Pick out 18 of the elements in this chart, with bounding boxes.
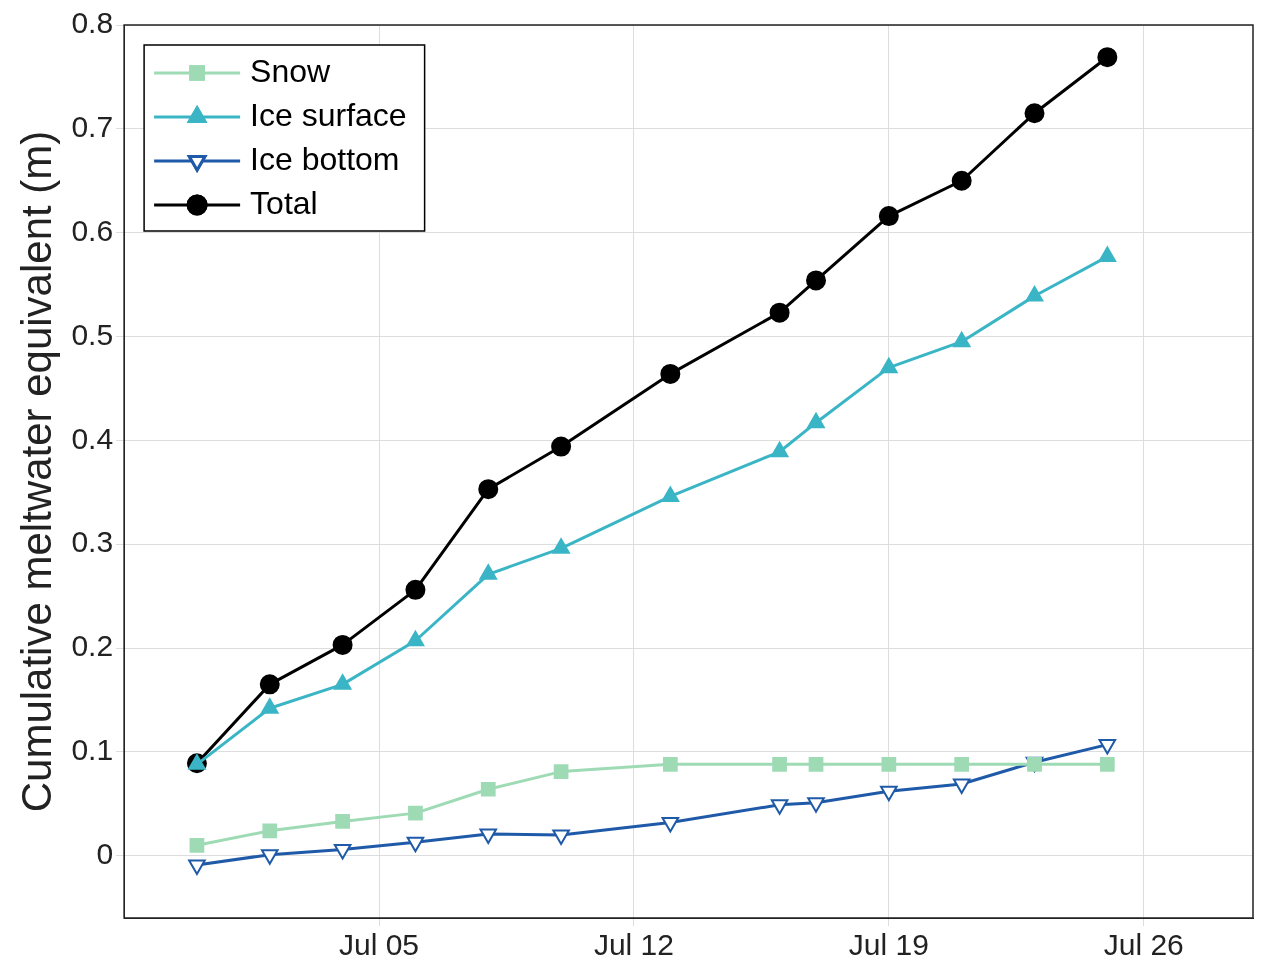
x-tick-label: Jul 12	[593, 928, 674, 962]
y-tick-label: 0.4	[71, 421, 114, 455]
x-tick-label: Jul 05	[338, 928, 420, 962]
x-tick-label: Jul 19	[848, 928, 929, 962]
y-tick-label: 0.1	[71, 733, 114, 767]
legend-label: Ice bottom	[250, 140, 400, 177]
y-tick-label: 0.6	[71, 213, 114, 247]
legend-label: Snow	[250, 52, 332, 89]
y-tick-label: 0.5	[71, 317, 114, 351]
legend-label: Total	[250, 184, 318, 221]
y-tick-label: 0.3	[71, 525, 114, 559]
y-tick-label: 0	[96, 836, 114, 870]
y-tick-label: 0.7	[71, 110, 114, 144]
y-tick-label: 0.8	[71, 6, 114, 40]
x-tick-label: Jul 26	[1103, 928, 1184, 962]
y-axis-title: Cumulative meltwater equivalent (m)	[12, 130, 60, 813]
y-tick-label: 0.2	[71, 629, 114, 663]
legend-label: Ice surface	[250, 96, 407, 133]
